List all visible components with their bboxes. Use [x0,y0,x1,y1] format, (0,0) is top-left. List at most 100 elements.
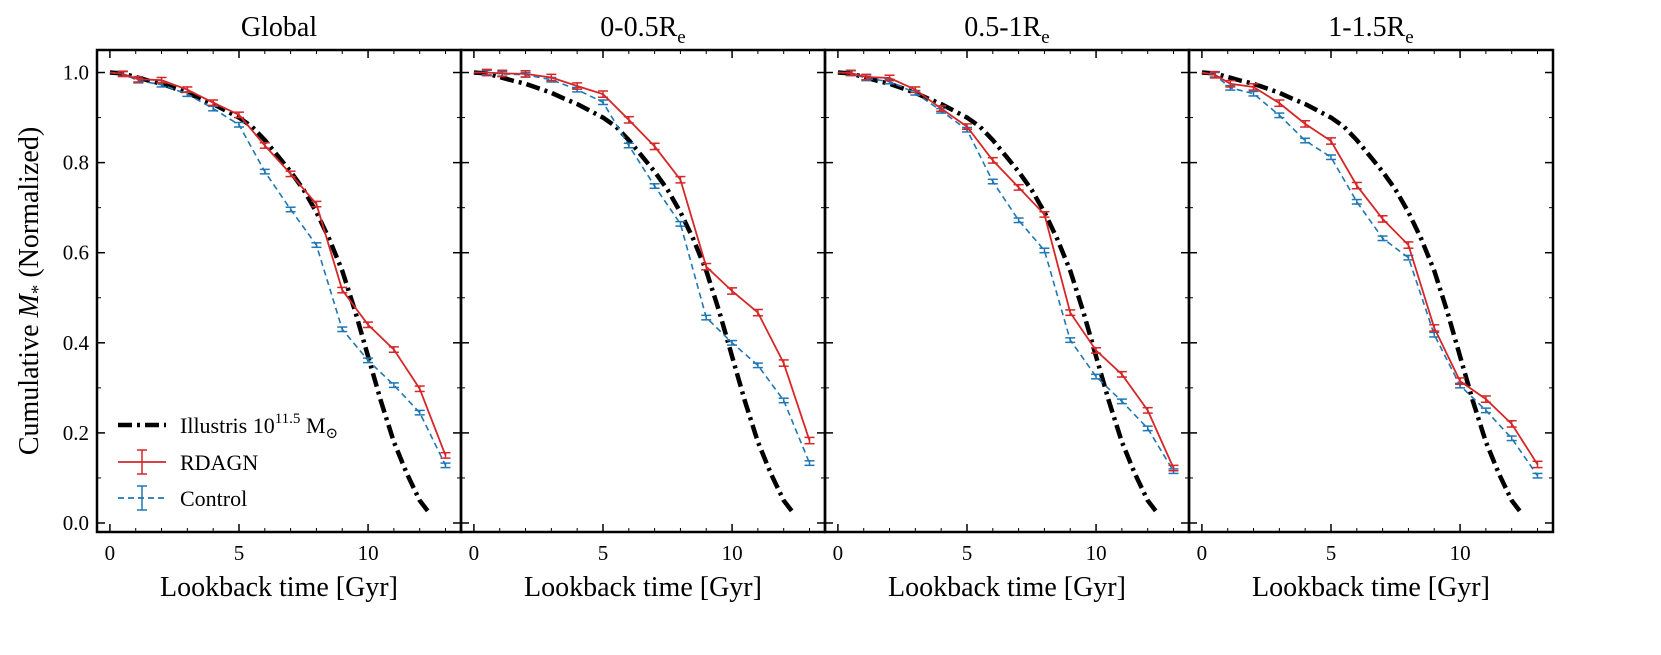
rdagn-point [520,69,531,78]
rdagn-point [1506,419,1517,428]
rdagn-point [1532,460,1543,469]
control-point [804,460,815,467]
rdagn-point [1142,406,1153,414]
rdagn-point [1325,137,1336,145]
control-point [259,168,270,175]
rdagn-point [1039,210,1050,218]
y-tick-label: 0.6 [63,241,89,265]
rdagn-point [1209,70,1220,79]
control-point [987,178,998,185]
rdagn-point [440,451,451,459]
rdagn-point [1300,119,1311,128]
panel-frame [95,48,463,534]
rdagn-point [182,86,193,94]
x-tick-label: 0 [833,541,844,565]
rdagn-point [936,105,947,113]
control-point [285,206,296,213]
control-point [1274,112,1285,119]
rdagn-point [156,76,167,84]
control-point [597,99,608,106]
rdagn-point [1013,183,1024,191]
control-point [388,382,399,389]
illustris-line [473,70,796,516]
y-axis-label: Cumulative M* (Normalized) [14,127,49,455]
panel-title: Global [241,12,317,43]
x-axis-label: Lookback time [Gyr] [1252,572,1490,603]
control-point [233,121,244,128]
rdagn-point [546,73,557,82]
rdagn-point [1065,309,1076,317]
rdagn-point [481,68,492,77]
control-line [1201,71,1539,477]
control-line [109,71,447,466]
control-point [752,362,763,369]
control-point [701,314,712,321]
x-tick-label: 10 [358,541,379,565]
x-axis-label: Lookback time [Gyr] [160,572,398,603]
rdagn-point [597,90,608,99]
rdagn-point [1168,464,1179,472]
rdagn-point [884,74,895,82]
legend-item-rdagn: RDAGN [118,449,258,475]
rdagn-point [572,82,583,90]
rdagn-point [1480,395,1491,404]
rdagn-point [1248,83,1259,91]
x-tick-label: 5 [234,541,245,565]
panel-frame [459,48,827,534]
x-tick-label: 10 [1086,541,1107,565]
rdagn-point [388,346,399,354]
control-point [675,220,686,227]
control-point [623,142,634,149]
rdagn-line [109,71,447,456]
legend: Illustris 1011.5 M⊙ RDAGN Control [118,411,338,511]
rdagn-point [752,308,763,317]
control-point [414,409,425,416]
rdagn-point [1455,377,1466,385]
panel-1: 0 5 10 0-0.5Re Lookback time [Gyr] [459,12,827,603]
x-tick-label: 0 [469,541,480,565]
control-point [1351,198,1362,205]
y-tick-label: 0.4 [63,331,90,355]
control-line [837,71,1175,472]
control-point [337,326,348,333]
control-point [1429,331,1440,338]
control-point [1480,407,1491,414]
panel-title: 0-0.5Re [600,12,685,48]
control-line [473,71,811,464]
rdagn-point [623,115,634,124]
rdagn-line [1201,71,1539,465]
rdagn-point [675,175,686,184]
rdagn-point [259,142,270,149]
x-tick-label: 0 [105,541,116,565]
control-point [1377,235,1388,242]
rdagn-point [233,111,244,119]
panel-title: 1-1.5Re [1328,12,1413,48]
rdagn-point [727,287,738,295]
illustris-line [109,70,432,516]
rdagn-point [363,321,374,329]
x-axis-label: Lookback time [Gyr] [524,572,762,603]
rdagn-point [337,286,348,294]
panel-frame [1187,48,1555,534]
control-point [1013,217,1024,224]
control-point [1300,137,1311,144]
y-tick-label: 1.0 [63,61,89,85]
control-point [778,397,789,404]
rdagn-line [837,71,1175,469]
rdagn-point [701,262,712,271]
legend-label: Control [180,486,247,511]
y-tick-label: 0.0 [63,511,89,535]
rdagn-point [497,69,508,78]
rdagn-point [1225,79,1236,88]
y-tick-label: 0.2 [63,421,89,445]
x-tick-label: 0 [1197,541,1208,565]
illustris-line [837,70,1160,516]
control-point [1506,435,1517,442]
panel-title: 0.5-1Re [964,12,1049,48]
x-tick-label: 5 [598,541,609,565]
rdagn-point [649,142,660,151]
x-axis-label: Lookback time [Gyr] [888,572,1126,603]
y-tick-label: 0.8 [63,151,89,175]
control-point [1116,398,1127,405]
